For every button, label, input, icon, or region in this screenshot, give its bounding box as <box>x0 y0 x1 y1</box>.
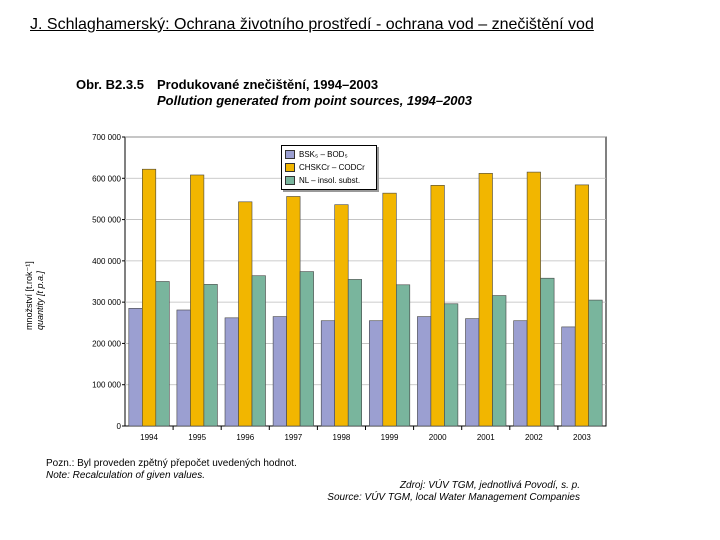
x-tick-label: 1996 <box>236 433 254 442</box>
legend-label-chsk: CHSKCr – CODCr <box>299 163 365 172</box>
bar <box>492 295 507 427</box>
bar <box>465 318 480 427</box>
bar <box>238 201 253 427</box>
bar <box>417 316 432 427</box>
bar <box>561 326 576 427</box>
figure-title-cz: Produkované znečištění, 1994–2003 <box>157 77 379 92</box>
bar <box>176 309 191 427</box>
bar <box>526 171 541 427</box>
x-tick-label: 1995 <box>188 433 206 442</box>
x-tick-label: 1994 <box>140 433 158 442</box>
y-tick-label: 200 000 <box>92 339 121 348</box>
bar <box>272 316 287 427</box>
bar <box>320 320 336 427</box>
legend-item-nl: NL – insol. subst. <box>285 174 373 187</box>
bar <box>574 184 590 427</box>
source-en: Source: VÚV TGM, local Water Management … <box>327 492 580 503</box>
bar <box>155 281 170 427</box>
x-tick-label: 2000 <box>429 433 447 442</box>
bar <box>299 271 314 427</box>
bar <box>190 174 205 427</box>
bar <box>251 275 266 427</box>
x-tick-label: 2003 <box>573 433 591 442</box>
bar <box>540 277 555 427</box>
bar <box>382 192 397 427</box>
bar <box>203 284 218 427</box>
y-tick-label: 100 000 <box>92 381 121 390</box>
y-tick-label: 700 000 <box>92 133 121 142</box>
bar <box>588 299 603 427</box>
y-tick-label: 0 <box>117 422 122 431</box>
bar <box>128 308 143 427</box>
note-en: Note: Recalculation of given values. <box>46 470 205 481</box>
bar <box>334 204 349 427</box>
x-tick-label: 2001 <box>477 433 495 442</box>
legend-item-bsk: BSK₅ – BOD₅ <box>285 148 373 161</box>
figure-title: Obr. B2.3.5 Produkované znečištění, 1994–… <box>76 77 472 109</box>
y-axis-label-en: quantity [t p.a.] <box>35 270 45 330</box>
bar <box>286 196 301 427</box>
y-axis-label-cz: množství [t.rok⁻¹] <box>24 261 34 330</box>
legend-item-chsk: CHSKCr – CODCr <box>285 161 373 174</box>
legend-label-nl: NL – insol. subst. <box>299 176 361 185</box>
figure-title-en: Pollution generated from point sources, … <box>157 93 472 108</box>
x-tick-label: 1997 <box>284 433 302 442</box>
x-tick-label: 2002 <box>525 433 543 442</box>
bar <box>224 317 239 427</box>
x-tick-label: 1998 <box>333 433 351 442</box>
bar <box>395 284 411 427</box>
legend-label-bsk: BSK₅ – BOD₅ <box>299 150 348 159</box>
chart-source: Zdroj: VÚV TGM, jednotlivá Povodí, s. p.… <box>327 480 580 504</box>
bar <box>368 320 384 427</box>
chart-note: Pozn.: Byl proveden zpětný přepočet uved… <box>46 458 297 482</box>
bar <box>347 279 363 427</box>
note-cz: Pozn.: Byl proveden zpětný přepočet uved… <box>46 458 297 469</box>
bar <box>478 173 493 427</box>
legend-swatch-nl <box>285 176 295 185</box>
y-tick-label: 600 000 <box>92 174 121 183</box>
x-tick-label: 1999 <box>381 433 399 442</box>
y-tick-label: 400 000 <box>92 257 121 266</box>
figure-number: Obr. B2.3.5 <box>76 77 144 92</box>
bar <box>513 320 528 427</box>
source-cz: Zdroj: VÚV TGM, jednotlivá Povodí, s. p. <box>399 480 580 491</box>
bar <box>142 168 157 427</box>
bar <box>430 185 445 427</box>
bar <box>444 303 459 427</box>
legend-swatch-chsk <box>285 163 295 172</box>
y-axis-label: množství [t.rok⁻¹] quantity [t p.a.] <box>24 261 46 330</box>
page-title: J. Schlaghamerský: Ochrana životního pro… <box>30 16 594 33</box>
y-tick-label: 300 000 <box>92 298 121 307</box>
legend-swatch-bsk <box>285 150 295 159</box>
chart-legend: BSK₅ – BOD₅ CHSKCr – CODCr NL – insol. s… <box>281 145 377 190</box>
y-tick-label: 500 000 <box>92 216 121 225</box>
